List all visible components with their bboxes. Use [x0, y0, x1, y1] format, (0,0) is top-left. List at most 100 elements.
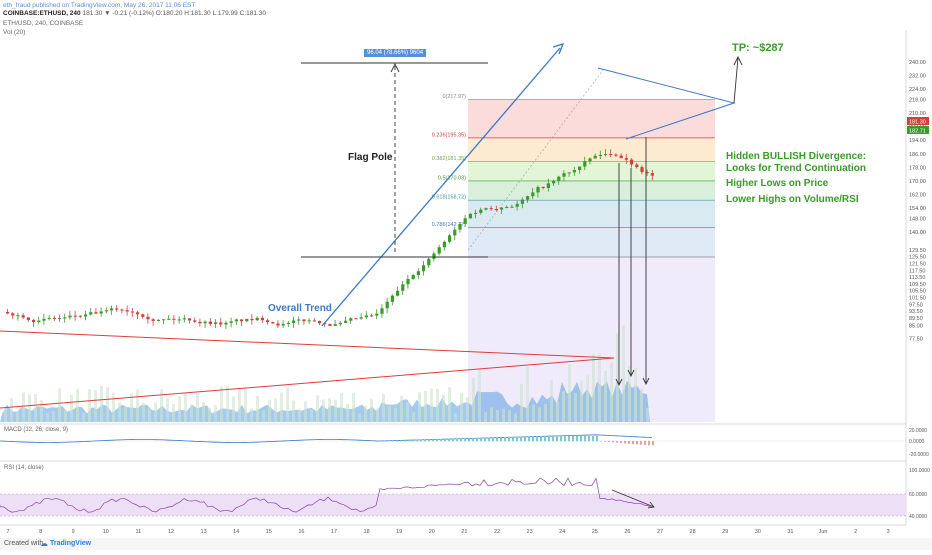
rsi-band: [0, 494, 906, 516]
candle: [458, 224, 461, 230]
volume-bar: [226, 386, 229, 422]
candle: [386, 302, 389, 309]
candle: [578, 167, 581, 170]
publisher-text[interactable]: eth_fraud published on TradingView.com, …: [3, 2, 195, 9]
macd-histogram-bar: [644, 441, 646, 445]
candle: [37, 321, 40, 322]
volume-bar: [274, 398, 277, 422]
symbol-line: COINBASE:ETHUSD, 240 181.30 ▼ -0.21 (-0.…: [3, 10, 266, 18]
macd-histogram-bar: [404, 440, 406, 441]
candle: [391, 296, 394, 302]
candle: [562, 173, 565, 176]
candle: [354, 318, 357, 319]
candle: [318, 321, 321, 323]
volume-bar: [286, 388, 289, 422]
overall-trend-label: Overall Trend: [268, 303, 332, 314]
macd-histogram-bar: [476, 438, 478, 442]
volume-bar: [406, 402, 409, 422]
candle: [198, 322, 201, 323]
candle: [630, 160, 633, 165]
volume-bar: [478, 369, 481, 422]
candle: [510, 207, 513, 208]
candle: [84, 315, 87, 317]
macd-histogram-bar: [524, 436, 526, 441]
y-tick-13: 140.00: [909, 230, 926, 236]
volume-bar: [580, 380, 583, 422]
x-tick-1: 8: [39, 529, 42, 535]
candle: [63, 317, 66, 318]
volume-bar: [352, 393, 355, 422]
volume-bar: [532, 404, 535, 422]
divergence-higher-lows: Higher Lows on Price: [726, 178, 828, 189]
macd-histogram-bar: [496, 437, 498, 441]
rsi-tick-0: 100.0000: [909, 468, 930, 474]
y-tick-24: 224.00: [909, 87, 926, 93]
candle: [635, 165, 638, 168]
volume-bar: [22, 392, 25, 422]
macd-histogram-bar: [552, 436, 554, 441]
candle: [32, 320, 35, 322]
candle: [313, 320, 316, 321]
fib-zone-1: [468, 138, 715, 162]
volume-bar: [28, 394, 31, 422]
volume-bar: [160, 389, 163, 422]
candle: [531, 192, 534, 196]
volume-bar: [586, 375, 589, 422]
volume-bar: [250, 408, 253, 422]
macd-histogram-bar: [628, 441, 630, 444]
candle: [438, 247, 441, 253]
symbol-text: COINBASE:ETHUSD, 240: [3, 10, 81, 17]
volume-bar: [466, 397, 469, 422]
candle: [235, 319, 238, 321]
macd-histogram-bar: [504, 437, 506, 442]
macd-histogram-bar: [584, 436, 586, 441]
candle: [167, 319, 170, 320]
candle: [406, 279, 409, 284]
volume-bar: [568, 364, 571, 422]
x-tick-27: 3: [887, 529, 890, 535]
volume-bar: [400, 396, 403, 422]
volume-bar: [94, 390, 97, 422]
macd-histogram-bar: [484, 438, 486, 442]
fib-zone-3: [468, 181, 715, 200]
candle: [490, 208, 493, 209]
macd-histogram-bar: [540, 436, 542, 441]
macd-histogram-bar: [428, 439, 430, 441]
volume-bar: [40, 400, 43, 422]
y-tick-16: 162.00: [909, 193, 926, 199]
volume-bar: [640, 389, 643, 422]
macd-histogram-bar: [424, 440, 426, 442]
macd-histogram-bar: [588, 436, 590, 441]
volume-bar: [334, 400, 337, 422]
macd-histogram-bar: [572, 436, 574, 441]
footer-brand[interactable]: TradingView: [50, 540, 91, 547]
volume-bar: [154, 403, 157, 422]
volume-bar: [238, 390, 241, 422]
candle: [48, 318, 51, 319]
y-tick-7: 109.50: [909, 282, 926, 288]
volume-bar: [10, 398, 13, 422]
macd-histogram-bar: [440, 439, 442, 441]
volume-bar: [448, 387, 451, 422]
candle: [339, 323, 342, 324]
macd-histogram-bar: [420, 440, 422, 442]
volume-bar: [370, 399, 373, 422]
volume-bar: [304, 401, 307, 422]
candle: [245, 319, 248, 321]
volume-bar: [220, 386, 223, 422]
x-tick-11: 18: [364, 529, 370, 535]
y-tick-19: 186.00: [909, 152, 926, 158]
macd-histogram-bar: [604, 441, 606, 442]
volume-bar: [508, 410, 511, 422]
candle: [448, 235, 451, 241]
x-tick-7: 14: [233, 529, 239, 535]
volume-bar: [112, 393, 115, 422]
volume-bar: [604, 371, 607, 422]
ohlc-values: 181.30 ▼ -0.21 (-0.12%) O:180.20 H:181.3…: [82, 10, 266, 17]
fib-zone-4: [468, 200, 715, 227]
macd-histogram-bar: [648, 441, 650, 445]
volume-bar: [496, 410, 499, 422]
y-tick-20: 194.00: [909, 138, 926, 144]
candle: [105, 310, 108, 311]
macd-tick-2: -20.0000: [909, 452, 929, 458]
